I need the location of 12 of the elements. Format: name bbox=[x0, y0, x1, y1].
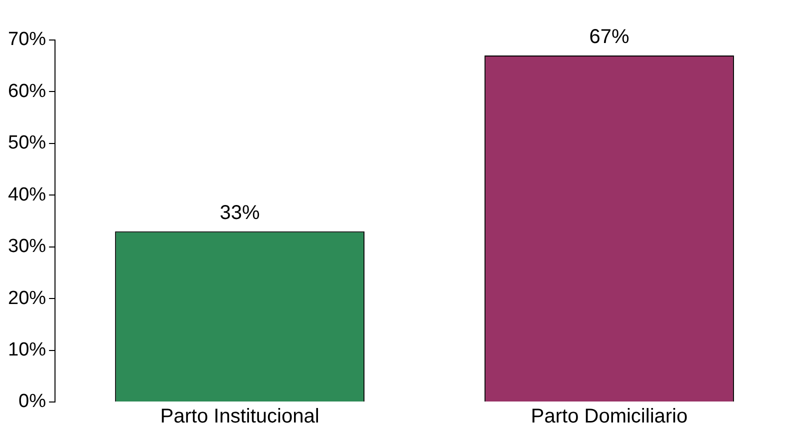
data-label: 33% bbox=[220, 202, 260, 224]
y-tick-label: 50% bbox=[8, 132, 46, 154]
y-tick-label: 20% bbox=[8, 288, 46, 309]
y-tick-label: 10% bbox=[8, 340, 46, 361]
y-tick-label: 0% bbox=[18, 391, 46, 412]
y-tick-label: 40% bbox=[8, 184, 46, 206]
y-tick-label: 30% bbox=[8, 236, 46, 258]
x-tick-label: Parto Domiciliario bbox=[530, 406, 688, 428]
x-tick-label: Parto Institucional bbox=[160, 406, 320, 428]
y-tick-label: 60% bbox=[8, 80, 46, 102]
data-label: 67% bbox=[589, 26, 630, 48]
y-tick-label: 70% bbox=[8, 29, 46, 50]
